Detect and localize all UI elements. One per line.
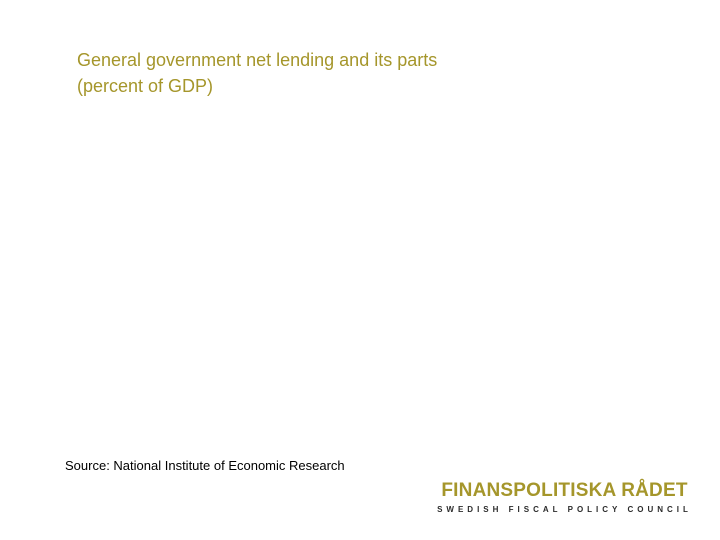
logo-name: FINANSPOLITISKA RÅDET: [441, 480, 688, 501]
slide-title-line-2: (percent of GDP): [77, 76, 214, 96]
slide-title-line-1: General government net lending and its p…: [77, 50, 438, 70]
fiscal-council-logo: FINANSPOLITISKA RÅDET SWEDISH FISCAL POL…: [427, 480, 702, 520]
logo-tagline: SWEDISH FISCAL POLICY COUNCIL: [437, 505, 692, 514]
source-note: Source: National Institute of Economic R…: [65, 458, 345, 473]
slide-title: General government net lending and its p…: [77, 47, 637, 99]
